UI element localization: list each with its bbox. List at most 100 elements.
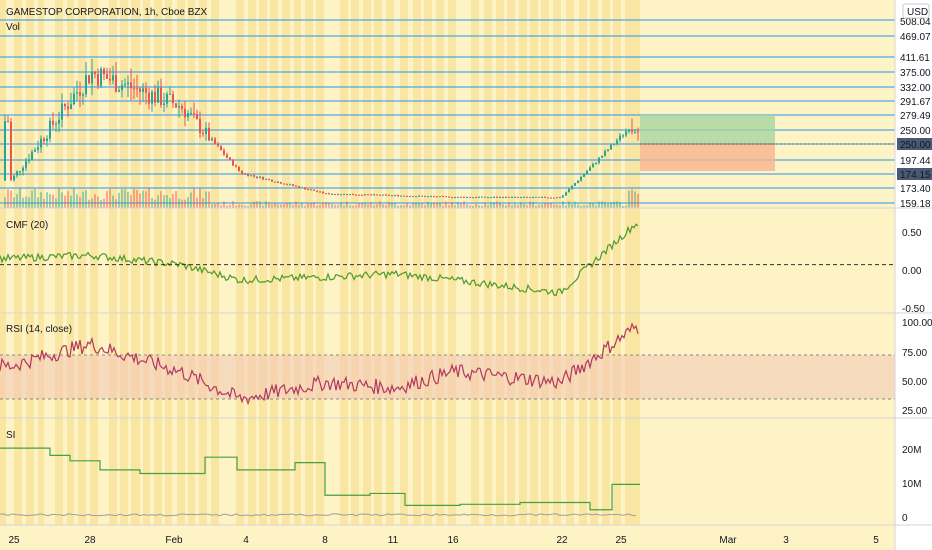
candle-body <box>484 196 486 198</box>
volume-bar <box>34 188 36 208</box>
volume-bar <box>136 190 138 208</box>
volume-bar <box>598 201 600 208</box>
volume-bar <box>259 201 261 208</box>
candle-body <box>40 138 42 148</box>
volume-bar <box>199 188 201 208</box>
volume-bar <box>385 204 387 208</box>
candle-body <box>478 196 480 198</box>
volume-bar <box>352 205 354 208</box>
volume-bar <box>271 204 273 208</box>
currency-badge[interactable] <box>902 3 930 19</box>
candle-body <box>271 179 273 182</box>
candle-body <box>502 197 504 199</box>
candle-body <box>286 184 288 186</box>
si-panel <box>0 447 640 517</box>
volume-bar <box>412 203 414 208</box>
volume-bar <box>148 188 150 208</box>
time-tick-label: 25 <box>615 535 627 546</box>
candle-body <box>82 94 84 96</box>
volume-bar <box>64 195 66 208</box>
volume-bar <box>283 203 285 208</box>
volume-bar <box>109 188 111 208</box>
volume-bar <box>544 203 546 208</box>
candle-body <box>127 82 129 85</box>
price-tick-label: 469.07 <box>900 32 931 43</box>
volume-bar <box>592 202 594 208</box>
candle-body <box>586 170 588 175</box>
volume-bar <box>289 202 291 208</box>
volume-bar <box>121 189 123 208</box>
session-band <box>78 0 86 525</box>
price-tick-label: 508.04 <box>900 17 931 28</box>
volume-bar <box>106 190 108 208</box>
candle-body <box>274 181 276 183</box>
candle-body <box>268 178 270 180</box>
volume-bar <box>361 202 363 208</box>
candle-body <box>241 170 243 174</box>
volume-bar <box>10 190 12 208</box>
volume-bar <box>46 192 48 208</box>
volume-bar <box>457 201 459 208</box>
candle-body <box>487 197 489 199</box>
cmf-title: CMF (20) <box>6 220 48 231</box>
candle-body <box>445 196 447 198</box>
volume-bar <box>382 204 384 208</box>
candle-body <box>73 93 75 105</box>
candle-body <box>361 194 363 196</box>
candle-body <box>34 149 36 152</box>
candle-body <box>355 194 357 196</box>
volume-bar <box>553 204 555 208</box>
session-band <box>386 0 394 525</box>
volume-bar <box>307 203 309 208</box>
session-band <box>579 0 587 525</box>
volume-bar <box>358 203 360 208</box>
time-tick-label: 8 <box>322 535 328 546</box>
volume-bar <box>493 202 495 208</box>
candle-body <box>43 138 45 142</box>
candle-body <box>547 197 549 199</box>
candle-body <box>124 84 126 86</box>
volume-bar <box>208 191 210 208</box>
volume-bar <box>154 199 156 208</box>
volume-bar <box>418 203 420 208</box>
candle-body <box>460 196 462 198</box>
candle-body <box>592 163 594 168</box>
volume-bar <box>112 195 114 208</box>
target-zone <box>640 115 775 144</box>
volume-bar <box>475 203 477 208</box>
price-tick-label: 174.15 <box>900 170 931 181</box>
candle-body <box>16 171 18 176</box>
candle-body <box>619 135 621 141</box>
session-band <box>484 0 492 525</box>
candle-body <box>634 131 636 133</box>
time-tick-label: 3 <box>783 535 789 546</box>
candle-body <box>70 104 72 110</box>
candle-body <box>544 196 546 198</box>
volume-bar <box>337 204 339 208</box>
candle-body <box>118 90 120 92</box>
candle-body <box>31 151 33 160</box>
chart-title: GAMESTOP CORPORATION, 1h, Cboe BZX <box>6 7 207 18</box>
volume-bar <box>391 202 393 208</box>
session-band <box>14 0 22 525</box>
volume-bar <box>529 201 531 208</box>
session-band <box>248 0 256 525</box>
volume-bar <box>439 202 441 208</box>
volume-bar <box>103 198 105 208</box>
candle-body <box>535 196 537 198</box>
candle-body <box>370 194 372 196</box>
candle-body <box>238 166 240 171</box>
volume-bar <box>157 195 159 208</box>
volume-bar <box>478 205 480 208</box>
volume-bar <box>229 204 231 208</box>
volume-bar <box>325 202 327 208</box>
session-band <box>496 0 504 525</box>
candle-body <box>280 182 282 184</box>
candle-body <box>88 75 90 84</box>
candle-body <box>184 108 186 118</box>
volume-bar <box>49 194 51 208</box>
volume-bar <box>637 193 639 208</box>
volume-bar <box>433 202 435 208</box>
candle-body <box>232 159 234 166</box>
